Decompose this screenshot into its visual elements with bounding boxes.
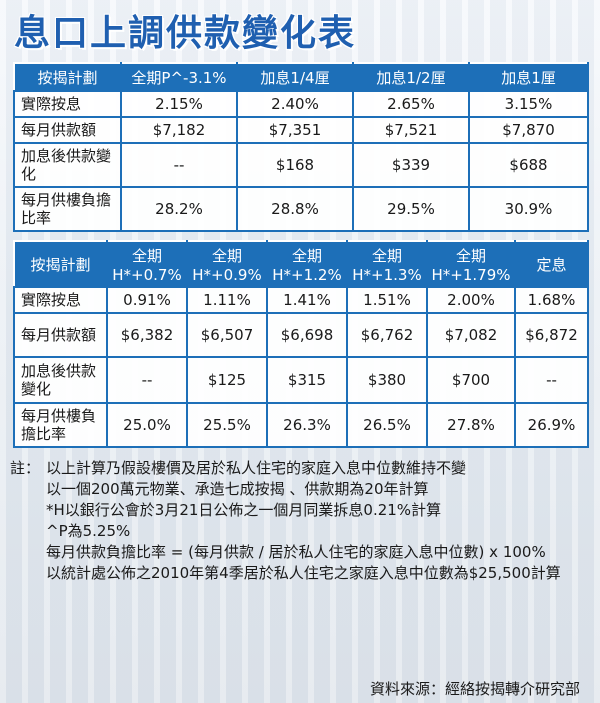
header-line: 按揭計劃 (30, 255, 91, 274)
table-cell: 1.51% (346, 286, 428, 314)
header-col: 加息1厘 (468, 62, 589, 92)
footnote-body: 以上計算乃假設樓價及居於私人住宅的家庭入息中位數維持不變 以一個200萬元物業、… (46, 458, 592, 584)
table-cell: $168 (236, 142, 354, 188)
table-row: 實際按息 2.15% 2.40% 2.65% 3.15% (13, 90, 589, 118)
header-col: 加息1/4厘 (236, 62, 354, 92)
table-cell: 1.68% (514, 286, 589, 314)
header-col: 加息1/2厘 (352, 62, 470, 92)
table-cell: 1.11% (186, 286, 268, 314)
table-cell: $700 (426, 356, 516, 404)
table-cell: $7,870 (468, 116, 589, 144)
table-cell: -- (120, 142, 238, 188)
table-header-row: 按揭計劃 全期 H*+0.7% 全期 H*+0.9% 全期 H*+1.2% 全期 H*+… (13, 240, 589, 288)
table-cell: $125 (186, 356, 268, 404)
table-cell: $315 (266, 356, 348, 404)
header-col: 定息 (514, 240, 589, 288)
table-cell: -- (514, 356, 589, 404)
table-cell: -- (106, 356, 188, 404)
header-col: 全期 H*+1.3% (346, 240, 428, 288)
table-cell: 26.3% (266, 402, 348, 448)
table-cell: 28.8% (236, 186, 354, 232)
header-col: 全期 H*+0.9% (186, 240, 268, 288)
header-line: H*+1.2% (272, 265, 342, 284)
table-cell: 2.40% (236, 90, 354, 118)
table-row: 每月供款額 $6,382 $6,507 $6,698 $6,762 $7,082… (13, 312, 589, 358)
footnote-line: 每月供款負擔比率 = (每月供款 / 居於私人住宅的家庭入息中位數) x 100… (46, 543, 546, 561)
row-label: 每月供款額 (13, 116, 122, 144)
footnote-line: 以統計處公佈之2010年第4季居於私人住宅之家庭入息中位數為$25,500計算 (46, 564, 561, 582)
header-line: 全期 (211, 246, 242, 265)
table-cell: $7,082 (426, 312, 516, 358)
table-cell: $7,521 (352, 116, 470, 144)
table-row: 實際按息 0.91% 1.11% 1.41% 1.51% 2.00% 1.68% (13, 286, 589, 314)
table-cell: $7,351 (236, 116, 354, 144)
header-line: H*+1.79% (431, 265, 511, 284)
header-col: 全期 H*+1.79% (426, 240, 516, 288)
table-cell: 2.00% (426, 286, 516, 314)
table-cell: 25.5% (186, 402, 268, 448)
table-cell: 25.0% (106, 402, 188, 448)
table-cell: 1.41% (266, 286, 348, 314)
table-row: 每月供樓負擔比率 28.2% 28.8% 29.5% 30.9% (13, 186, 589, 232)
table-cell: 26.9% (514, 402, 589, 448)
table-cell: $6,507 (186, 312, 268, 358)
header-line: H*+0.7% (112, 265, 182, 284)
table-cell: 0.91% (106, 286, 188, 314)
header-line: 定息 (536, 255, 567, 274)
footnotes: 註： 以上計算乃假設樓價及居於私人住宅的家庭入息中位數維持不變 以一個200萬元… (10, 458, 592, 584)
table-cell: 26.5% (346, 402, 428, 448)
table-cell: 2.15% (120, 90, 238, 118)
table-cell: 2.65% (352, 90, 470, 118)
page-title: 息口上調供款變化表 (14, 13, 357, 54)
table-cell: $6,382 (106, 312, 188, 358)
row-label: 加息後供款變化 (13, 142, 122, 188)
header-col: 全期 H*+1.2% (266, 240, 348, 288)
footnote-line: 以一個200萬元物業、承造七成按揭 、供款期為20年計算 (46, 480, 429, 498)
footnote-line: *H以銀行公會於3月21日公佈之一個月同業拆息0.21%計算 (46, 501, 442, 519)
table-cell: 27.8% (426, 402, 516, 448)
footnote-lead: 註： (10, 459, 41, 477)
row-label: 加息後供款變化 (13, 356, 108, 404)
table-cell: $380 (346, 356, 428, 404)
table-rate-hike: 按揭計劃 全期P^-3.1% 加息1/4厘 加息1/2厘 加息1厘 實際按息 2… (13, 62, 589, 232)
header-col: 全期 H*+0.7% (106, 240, 188, 288)
table-cell: $6,762 (346, 312, 428, 358)
row-label: 每月供款額 (13, 312, 108, 358)
row-label: 實際按息 (13, 90, 122, 118)
table-cell: $6,872 (514, 312, 589, 358)
table-cell: $6,698 (266, 312, 348, 358)
table-cell: $7,182 (120, 116, 238, 144)
header-line: 全期 (371, 246, 402, 265)
row-label: 每月供樓負擔比率 (13, 402, 108, 448)
footnote-line: 以上計算乃假設樓價及居於私人住宅的家庭入息中位數維持不變 (46, 459, 467, 477)
table-row: 加息後供款變化 -- $168 $339 $688 (13, 142, 589, 188)
row-label: 實際按息 (13, 286, 108, 314)
header-line: 全期 (131, 246, 162, 265)
header-line: 全期 (291, 246, 322, 265)
header-line: 全期 (455, 246, 486, 265)
table-cell: 30.9% (468, 186, 589, 232)
footnote-line: ^P為5.25% (46, 522, 131, 540)
table-cell: 28.2% (120, 186, 238, 232)
row-label: 每月供樓負擔比率 (13, 186, 122, 232)
table-floating-vs-fixed: 按揭計劃 全期 H*+0.7% 全期 H*+0.9% 全期 H*+1.2% 全期 H*+… (13, 240, 589, 448)
table-cell: $688 (468, 142, 589, 188)
table-row: 每月供樓負擔比率 25.0% 25.5% 26.3% 26.5% 27.8% 2… (13, 402, 589, 448)
header-col: 全期P^-3.1% (120, 62, 238, 92)
table-row: 每月供款額 $7,182 $7,351 $7,521 $7,870 (13, 116, 589, 144)
header-line: H*+1.3% (352, 265, 422, 284)
header-plan: 按揭計劃 (13, 62, 122, 92)
table-row: 加息後供款變化 -- $125 $315 $380 $700 -- (13, 356, 589, 404)
table-cell: 3.15% (468, 90, 589, 118)
table-cell: $339 (352, 142, 470, 188)
source-credit: 資料來源：經絡按揭轉介研究部 (369, 680, 580, 698)
header-line: H*+0.9% (192, 265, 262, 284)
header-plan: 按揭計劃 (13, 240, 108, 288)
table-cell: 29.5% (352, 186, 470, 232)
table-header-row: 按揭計劃 全期P^-3.1% 加息1/4厘 加息1/2厘 加息1厘 (13, 62, 589, 92)
